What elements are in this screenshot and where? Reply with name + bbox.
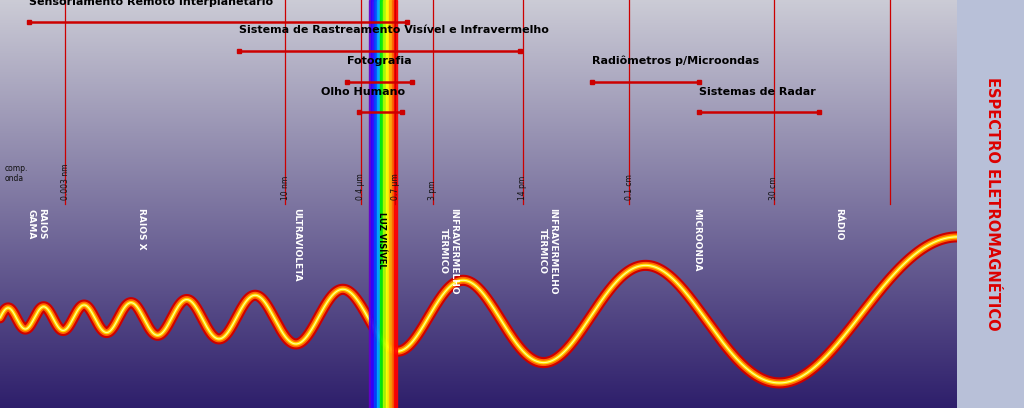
Text: LUZ VISÍVEL: LUZ VISÍVEL [377, 212, 386, 269]
Bar [369, 0, 372, 408]
Text: Fotografia: Fotografia [346, 56, 412, 66]
Text: ULTRAVIOLETA: ULTRAVIOLETA [292, 208, 301, 282]
Bar [375, 0, 377, 408]
Text: Sistemas de Radar: Sistemas de Radar [699, 86, 816, 97]
Text: Olho Humano: Olho Humano [321, 86, 404, 97]
Text: 14 pm: 14 pm [518, 176, 527, 200]
Text: RAIOS
GAMA: RAIOS GAMA [27, 208, 46, 239]
Text: 30 cm: 30 cm [769, 176, 778, 200]
Bar [391, 0, 394, 408]
Text: 0.003 nm: 0.003 nm [60, 164, 70, 200]
Text: comp.
onda: comp. onda [5, 164, 29, 183]
Text: RÁDIO: RÁDIO [835, 208, 843, 241]
Text: 0.1 cm: 0.1 cm [625, 174, 634, 200]
Bar [394, 0, 397, 408]
Bar [389, 0, 391, 408]
Text: 0.7 µm: 0.7 µm [391, 173, 400, 200]
Text: Radiômetros p/Microondas: Radiômetros p/Microondas [592, 55, 759, 66]
Text: Sistema de Rastreamento Visível e Infravermelho: Sistema de Rastreamento Visível e Infrav… [240, 25, 549, 35]
Text: Sensoriamento Remoto Interplanetário: Sensoriamento Remoto Interplanetário [29, 0, 272, 7]
Text: 0.4 µm: 0.4 µm [356, 173, 366, 200]
Text: RAIOS X: RAIOS X [137, 208, 146, 250]
Text: MICROONDA: MICROONDA [692, 208, 701, 272]
Text: 3 pm: 3 pm [428, 180, 437, 200]
Bar [372, 0, 375, 408]
Text: ESPECTRO ELETROMAGNÉTICO: ESPECTRO ELETROMAGNÉTICO [984, 77, 999, 331]
Bar [380, 0, 383, 408]
Text: INFRAVERMELHO
TÉRMICO: INFRAVERMELHO TÉRMICO [438, 208, 458, 295]
Bar [383, 0, 386, 408]
Bar [377, 0, 380, 408]
Text: 10 nm: 10 nm [281, 176, 290, 200]
Text: INFRAVERMELHO
TÉRMICO: INFRAVERMELHO TÉRMICO [538, 208, 557, 295]
Bar [386, 0, 389, 408]
